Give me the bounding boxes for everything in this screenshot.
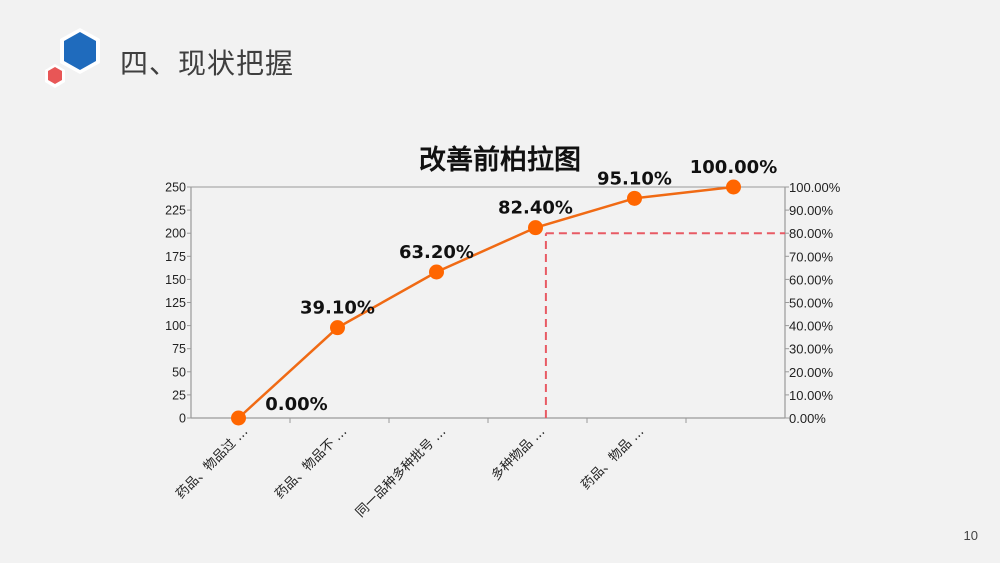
cumulative-line [237, 185, 734, 419]
x-category-label: 药品、物品 … [579, 424, 648, 493]
data-label: 39.10% [300, 298, 375, 319]
y-left-tick-label: 125 [165, 296, 186, 310]
x-category-label: 药品、物品过 … [173, 424, 251, 502]
chart-title: 改善前柏拉图 [419, 145, 581, 176]
page-number: 10 [963, 528, 978, 543]
y-left-tick-label: 250 [165, 181, 186, 195]
data-label: 63.20% [399, 242, 474, 263]
y-left-tick-label: 50 [172, 365, 186, 379]
data-point-marker [726, 179, 741, 195]
y-left-tick-label: 0 [179, 412, 186, 426]
x-category-label: 同一品种多种批号 … [352, 424, 449, 521]
data-point-marker [528, 220, 543, 236]
data-point-marker [429, 264, 444, 280]
y-right-tick-label: 0.00% [789, 411, 826, 426]
y-right-tick-label: 40.00% [789, 319, 834, 334]
y-left-tick-label: 175 [165, 250, 186, 264]
y-left-tick-label: 150 [165, 273, 186, 287]
data-label: 0.00% [265, 394, 327, 415]
data-point-marker [330, 320, 345, 336]
y-right-tick-label: 10.00% [789, 388, 834, 403]
y-left-tick-label: 225 [165, 204, 186, 218]
page-title: 四、现状把握 [120, 47, 295, 80]
y-right-tick-label: 50.00% [789, 296, 834, 311]
data-point-marker [231, 410, 246, 426]
data-label: 82.40% [498, 198, 573, 219]
y-right-tick-label: 60.00% [789, 272, 834, 287]
x-category-label: 药品、物品不 … [272, 424, 350, 502]
x-category-label: 多种物品 … [488, 424, 548, 484]
y-left-tick-label: 75 [172, 342, 186, 356]
data-label: 100.00% [690, 157, 778, 178]
y-right-tick-label: 80.00% [789, 226, 834, 241]
y-left-tick-label: 25 [172, 388, 186, 402]
y-right-tick-label: 100.00% [789, 180, 841, 195]
data-point-marker [627, 190, 642, 206]
logo-hexagons-icon [45, 28, 100, 88]
y-right-tick-label: 20.00% [789, 365, 834, 380]
y-left-tick-label: 100 [165, 319, 186, 333]
y-right-tick-label: 90.00% [789, 203, 834, 218]
data-label: 95.10% [597, 168, 672, 189]
y-right-tick-label: 70.00% [789, 249, 834, 264]
y-left-tick-label: 200 [165, 227, 186, 241]
y-right-tick-label: 30.00% [789, 342, 834, 357]
